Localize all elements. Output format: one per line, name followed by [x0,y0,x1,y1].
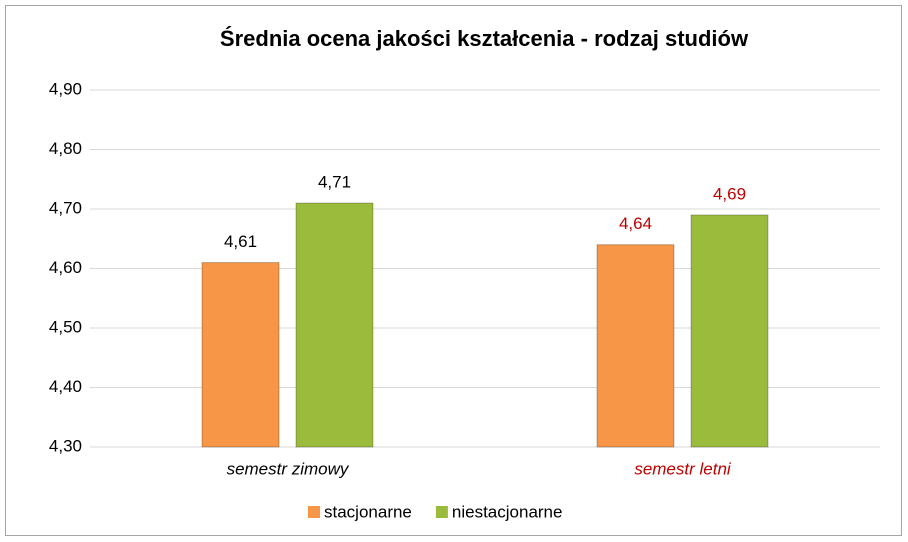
legend-swatch [308,506,320,518]
bar [690,214,769,448]
y-tick-label: 4,50 [49,317,82,336]
y-tick-label: 4,40 [49,377,82,396]
bar [596,244,675,448]
legend-swatch [435,506,448,518]
legend-label: stacjonarne [324,502,412,521]
x-tick-label: semestr letni [634,459,732,478]
value-label: 4,64 [619,214,652,233]
chart-title: Średnia ocena jakości kształcenia - rodz… [220,26,749,51]
bar [201,262,280,448]
value-label: 4,71 [318,173,351,192]
y-tick-label: 4,90 [49,79,82,98]
y-tick-label: 4,80 [49,139,82,158]
legend-label: niestacjonarne [452,502,563,521]
y-tick-label: 4,30 [49,436,82,455]
value-label: 4,61 [224,232,257,251]
y-tick-label: 4,70 [49,198,82,217]
y-tick-label: 4,60 [49,258,82,277]
x-tick-label: semestr zimowy [227,459,350,478]
value-label: 4,69 [713,184,746,203]
bar [295,202,374,448]
